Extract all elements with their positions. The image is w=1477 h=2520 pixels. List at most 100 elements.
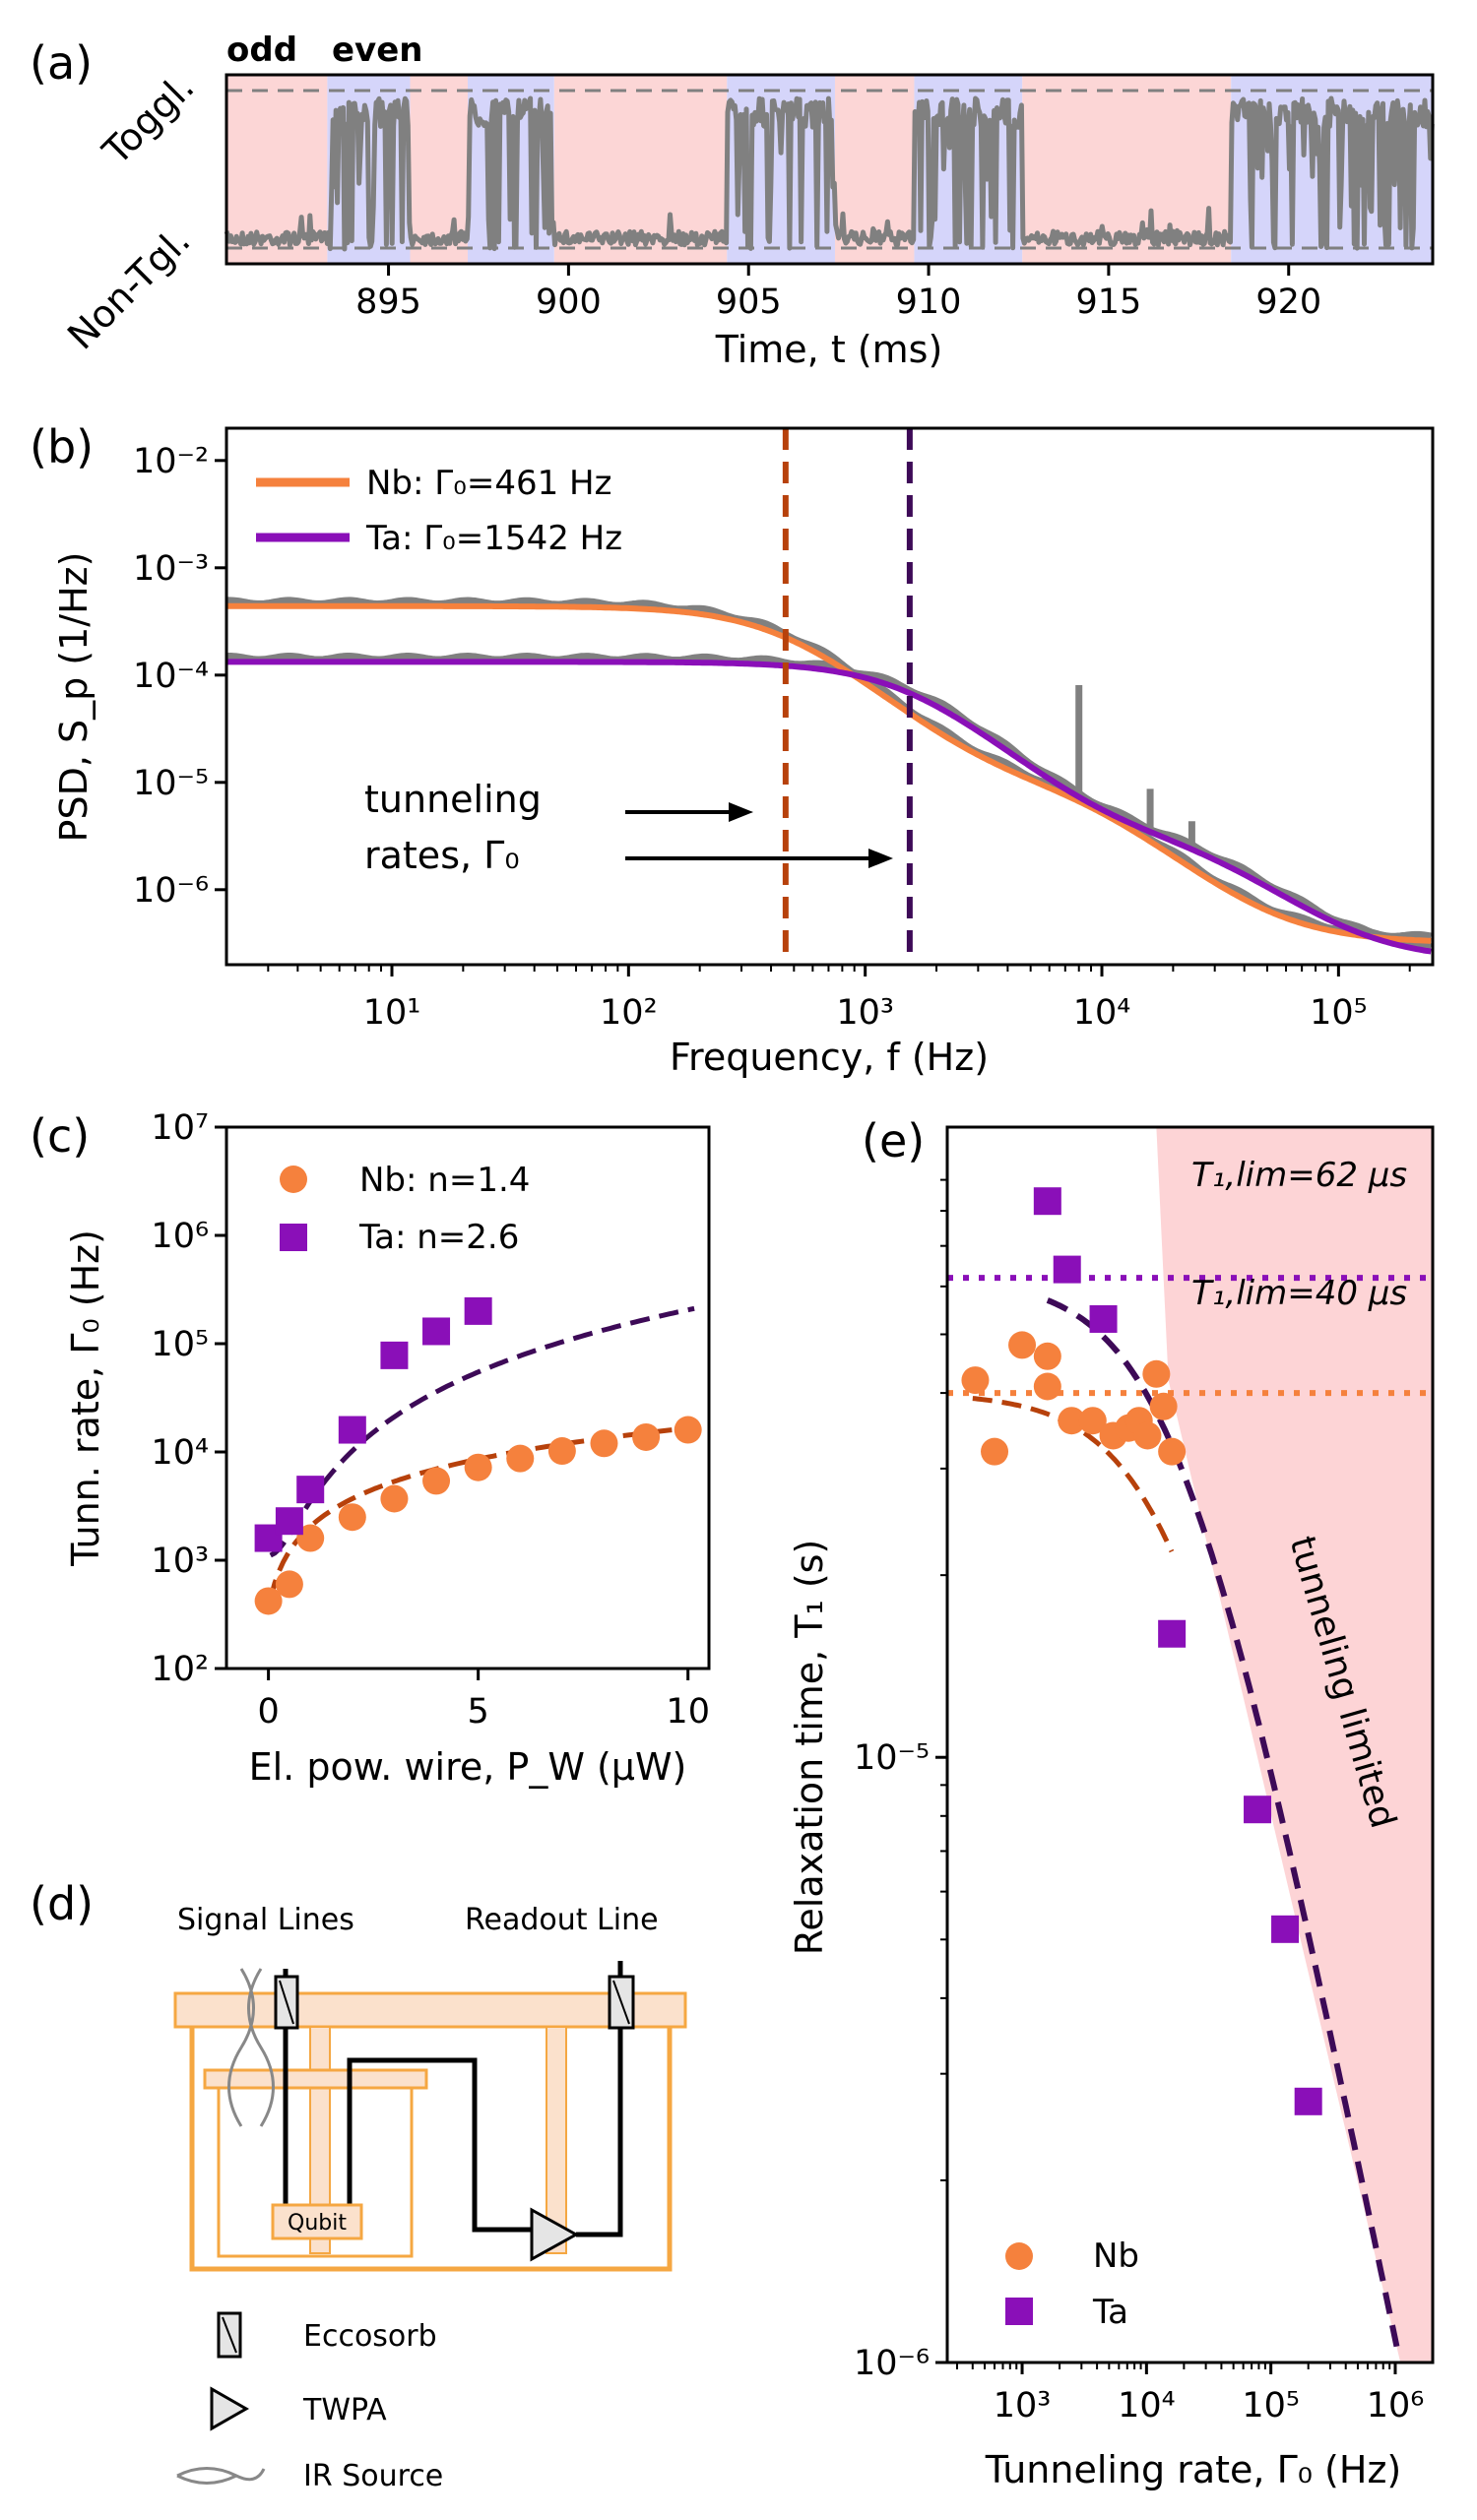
- twpa-legend-text: TWPA: [302, 2393, 387, 2427]
- nb-point: [632, 1422, 661, 1451]
- twpa-legend-icon: [210, 2386, 250, 2431]
- legend-ta-text: Ta: Γ₀=1542 Hz: [365, 519, 622, 558]
- y-tick-label: 10²: [151, 1650, 209, 1689]
- nb-point: [1058, 1407, 1086, 1435]
- tunneling-rate-plot: [254, 1296, 702, 1615]
- ta-point: [1033, 1187, 1061, 1216]
- qubit-box: [271, 2203, 363, 2240]
- y-tick-label: 10⁻²: [133, 442, 209, 481]
- psd-curves: [225, 428, 1433, 965]
- eccosorb-legend-text: Eccosorb: [303, 2319, 437, 2354]
- y-tick-label: 10⁻⁵: [133, 764, 209, 803]
- panel-a-xlabel: Time, t (ms): [715, 328, 943, 371]
- top-plate: [173, 1991, 687, 2029]
- nb-point: [674, 1416, 702, 1444]
- panel-e-ylabel: Relaxation time, T₁ (s): [788, 1540, 831, 1956]
- parity-trace: [224, 95, 1435, 252]
- x-tick-label: 10¹: [363, 993, 421, 1033]
- nb-point: [590, 1429, 618, 1458]
- panel-d-label: (d): [30, 1877, 94, 1930]
- odd-parity-label: odd: [226, 31, 297, 70]
- ir-legend-text: IR Source: [303, 2459, 443, 2493]
- arrow-nb-head: [729, 802, 753, 822]
- ta-point: [1053, 1255, 1081, 1284]
- x-tick-label: 920: [1255, 283, 1321, 322]
- nb-point: [547, 1437, 576, 1466]
- y-tick-label: 10³: [151, 1542, 209, 1581]
- model-ta: [1046, 1297, 1401, 2355]
- x-tick-label: 10⁵: [1310, 993, 1368, 1033]
- x-tick-label: 905: [716, 283, 782, 322]
- nb-point: [296, 1524, 325, 1552]
- inner-shield: [217, 2085, 414, 2258]
- nb-point: [961, 1366, 990, 1395]
- x-tick-label: 5: [468, 1692, 489, 1732]
- ta-point: [380, 1341, 409, 1369]
- ta-point: [296, 1476, 325, 1504]
- legend-e-nb-marker: [1005, 2242, 1033, 2270]
- tunneling-annotation-line2: rates, Γ₀: [364, 834, 520, 877]
- nb-point: [1158, 1437, 1187, 1466]
- ta-point: [275, 1507, 303, 1536]
- toggling-ylabel: Toggl.: [94, 65, 202, 173]
- x-tick-label: 10³: [836, 993, 894, 1033]
- twpa-amplifier: [530, 2207, 580, 2262]
- qubit-label: Qubit: [288, 2211, 347, 2236]
- legend-nb-text: Nb: Γ₀=461 Hz: [366, 464, 611, 503]
- ta-point: [1158, 1619, 1187, 1648]
- panel-b-ylabel: PSD, S_p (1/Hz): [52, 552, 96, 843]
- panel-e-xlabel: Tunneling rate, Γ₀ (Hz): [985, 2448, 1401, 2491]
- legend-c-ta-marker: [280, 1224, 307, 1251]
- legend-c-ta-text: Ta: n=2.6: [358, 1218, 519, 1257]
- psd-data-nb: [225, 597, 1433, 941]
- nb-point: [1033, 1372, 1061, 1401]
- ta-point: [1244, 1796, 1272, 1824]
- nb-point: [422, 1467, 451, 1495]
- x-tick-label: 915: [1075, 283, 1141, 322]
- ta-point: [1271, 1915, 1300, 1943]
- fit-ta: [269, 1305, 695, 1558]
- ta-point: [464, 1296, 492, 1325]
- x-tick-label: 0: [257, 1692, 279, 1732]
- nb-point: [1008, 1331, 1037, 1359]
- readout-line-label: Readout Line: [465, 1903, 659, 1937]
- ir-source-cable: [227, 1968, 275, 2127]
- panel-c-label: (c): [30, 1109, 90, 1163]
- nb-point: [380, 1484, 409, 1513]
- nb-point: [1033, 1342, 1061, 1370]
- y-tick-label: 10⁻⁴: [133, 657, 209, 696]
- psd-fit-ta: [226, 659, 1432, 955]
- tunneling-annotation-line1: tunneling: [364, 778, 542, 821]
- nb-point: [275, 1570, 303, 1599]
- x-tick-label: 910: [896, 283, 962, 322]
- y-tick-label: 10⁶: [151, 1217, 209, 1256]
- panel-a-x-ticks: 895 900 905 910 915 920: [355, 264, 1321, 322]
- y-tick-label: 10⁵: [151, 1325, 209, 1364]
- x-tick-label: 10⁶: [1367, 2386, 1425, 2426]
- panel-b-frame: [225, 426, 1435, 967]
- ir-legend-icon: [176, 2467, 266, 2485]
- ta-point: [1089, 1304, 1118, 1333]
- x-tick-label: 10²: [600, 993, 658, 1033]
- fit-nb: [268, 1424, 695, 1600]
- relaxation-plot: [947, 1127, 1433, 2362]
- arrow-ta-head: [868, 849, 893, 868]
- nb-point: [464, 1453, 492, 1481]
- panel-c-ylabel: Tunn. rate, Γ₀ (Hz): [64, 1229, 107, 1567]
- support-post-right: [546, 2026, 567, 2254]
- y-tick-label: 10⁻⁶: [133, 871, 209, 911]
- cryostat-outer-can: [189, 2010, 673, 2272]
- nb-point: [1078, 1407, 1107, 1435]
- panel-d: (d) Signal Lines Readout Line Qubit Ecco…: [30, 1877, 687, 2493]
- panel-a: (a) odd even 895 900 905 910 915 920 Toggl. N…: [30, 31, 1435, 371]
- even-parity-label: even: [332, 31, 423, 70]
- ta-point: [1294, 2087, 1322, 2115]
- y-tick-label: 10⁻³: [133, 549, 209, 589]
- trace-line: [224, 95, 1435, 252]
- x-tick-label: 10: [666, 1692, 710, 1732]
- nb-point: [506, 1444, 535, 1473]
- legend-c-nb-text: Nb: n=1.4: [359, 1161, 530, 1200]
- panel-e: (e) 10³ 10⁴ 10⁵ 10⁶ 10⁻⁶ 10⁻⁵ Relaxation time…: [788, 1114, 1435, 2491]
- panel-b-ticks: 10¹ 10² 10³ 10⁴ 10⁵ 10⁻⁶ 10⁻⁵ 10⁻⁴ 10⁻³ 10⁻²: [133, 442, 1411, 1033]
- panel-c-xlabel: El. pow. wire, P_W (μW): [249, 1745, 687, 1789]
